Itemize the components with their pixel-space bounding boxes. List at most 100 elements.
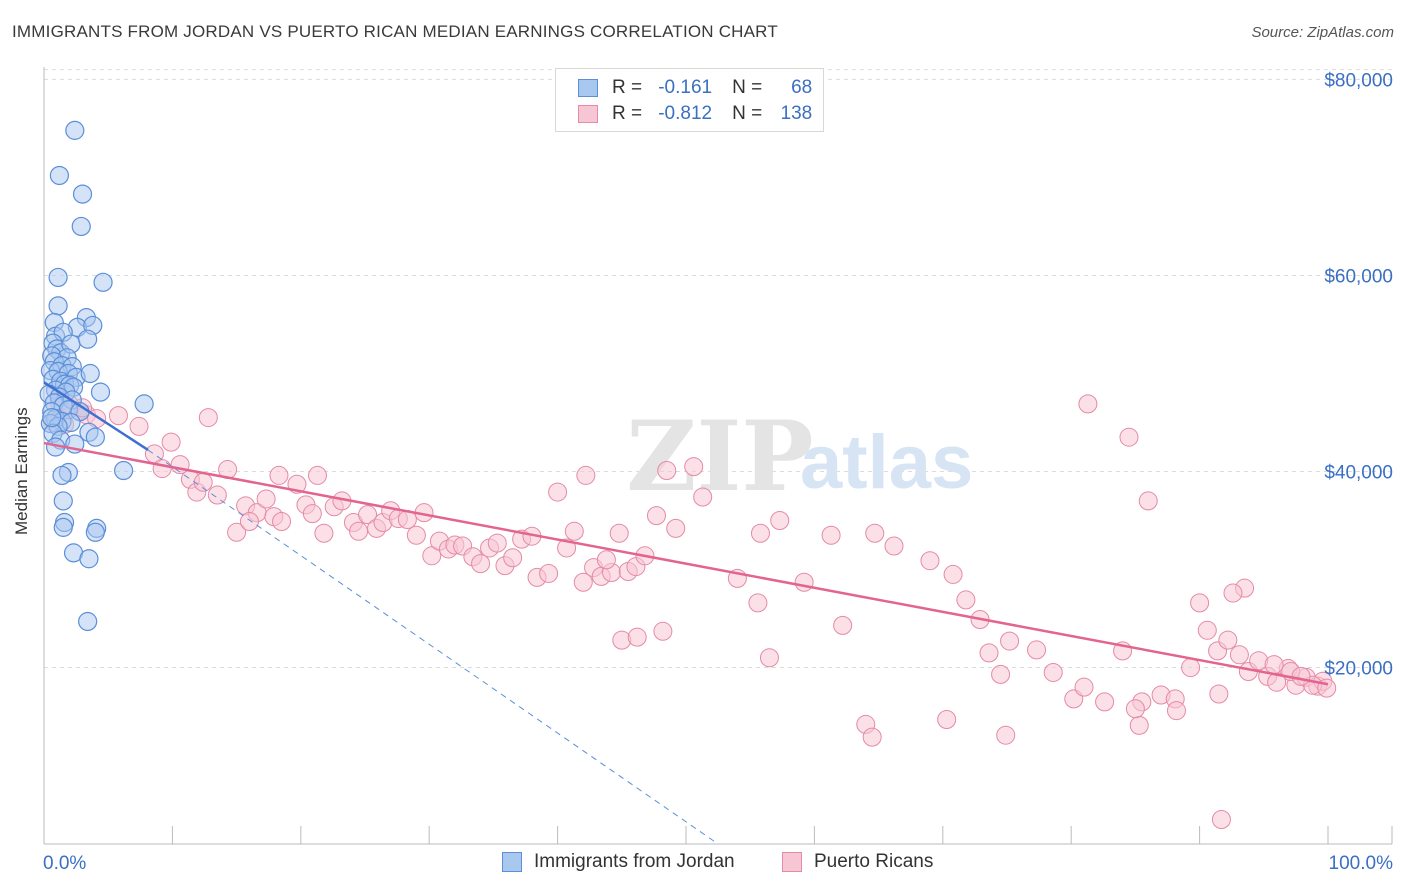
- puerto-ricans-point: [996, 725, 1016, 745]
- puerto-ricans-point: [1223, 583, 1243, 603]
- n-value-jordan: 68: [791, 77, 813, 98]
- n-label: N =: [732, 103, 763, 124]
- puerto-ricans-point: [646, 506, 666, 526]
- correlation-legend: R = -0.161 N = 68 R = -0.812 N = 138: [555, 68, 824, 132]
- puerto-ricans-point: [256, 489, 276, 509]
- jordan-point: [53, 491, 73, 511]
- puerto-ricans-point: [406, 525, 426, 545]
- puerto-ricans-trendline: [43, 441, 1329, 686]
- puerto-ricans-point: [1119, 427, 1139, 447]
- puerto-ricans-point: [862, 727, 882, 747]
- jordan-trendline-extension: [147, 449, 719, 845]
- puerto-ricans-point: [609, 523, 629, 543]
- puerto-ricans-point: [227, 522, 247, 542]
- puerto-ricans-point: [666, 518, 686, 538]
- x-tick-label-max: 100.0%: [1329, 853, 1394, 874]
- puerto-ricans-point: [269, 465, 289, 485]
- puerto-ricans-point: [1000, 631, 1020, 651]
- puerto-ricans-point: [1211, 809, 1231, 829]
- jordan-point: [85, 522, 105, 542]
- puerto-ricans-point: [1181, 658, 1201, 678]
- puerto-ricans-point: [302, 504, 322, 524]
- puerto-ricans-point: [653, 621, 673, 641]
- puerto-ricans-point: [239, 511, 259, 531]
- jordan-point: [114, 460, 134, 481]
- jordan-point: [48, 296, 68, 316]
- n-label: N =: [732, 77, 763, 98]
- puerto-ricans-point: [1264, 655, 1284, 675]
- jordan-trendline: [43, 381, 149, 451]
- series-legend: Immigrants from Jordan Puerto Ricans: [0, 851, 1406, 877]
- pink-swatch: [782, 852, 802, 872]
- puerto-ricans-point: [557, 538, 577, 558]
- puerto-ricans-point: [748, 593, 768, 613]
- axis-layer: [43, 67, 1393, 845]
- jordan-point: [78, 611, 98, 632]
- x-tick-label-min: 0.0%: [43, 853, 86, 874]
- jordan-point: [93, 272, 113, 292]
- jordan-points: [39, 120, 154, 632]
- puerto-ricans-point: [548, 482, 568, 502]
- puerto-ricans-point: [657, 461, 677, 481]
- jordan-point: [52, 465, 72, 486]
- watermark-atlas: atlas: [800, 420, 973, 505]
- series-legend-puerto-ricans[interactable]: Puerto Ricans: [782, 851, 933, 873]
- puerto-ricans-point: [1125, 699, 1145, 719]
- puerto-ricans-point: [539, 563, 559, 583]
- puerto-ricans-point: [576, 465, 596, 485]
- blue-swatch: [502, 852, 522, 872]
- source-credit: Source: ZipAtlas.com: [1251, 24, 1394, 41]
- puerto-ricans-point: [759, 648, 779, 668]
- pink-swatch: [578, 105, 598, 123]
- puerto-ricans-point: [1218, 630, 1238, 650]
- r-value-puerto-ricans: -0.812: [658, 103, 713, 124]
- puerto-ricans-point: [1074, 677, 1094, 697]
- puerto-ricans-point: [198, 408, 218, 428]
- puerto-ricans-point: [612, 630, 632, 650]
- r-label: R =: [612, 77, 643, 98]
- puerto-ricans-point: [1209, 684, 1229, 704]
- series-legend-jordan[interactable]: Immigrants from Jordan: [502, 851, 735, 873]
- puerto-ricans-point: [943, 564, 963, 584]
- tick-label-layer: $20,000 $40,000 $60,000 $80,000 0.0% 100.0%: [43, 70, 1393, 874]
- puerto-ricans-point: [833, 615, 853, 635]
- puerto-ricans-point: [1138, 491, 1158, 511]
- r-label: R =: [612, 103, 643, 124]
- puerto-ricans-point: [1095, 692, 1115, 712]
- puerto-ricans-point: [1043, 662, 1063, 682]
- puerto-ricans-point: [108, 406, 128, 426]
- puerto-ricans-point: [979, 643, 999, 663]
- jordan-point: [48, 267, 68, 288]
- puerto-ricans-point: [596, 550, 616, 570]
- puerto-ricans-point: [152, 459, 172, 479]
- puerto-ricans-point: [821, 525, 841, 545]
- puerto-ricans-point: [487, 533, 507, 553]
- legend-row-jordan: R = -0.161 N = 68: [578, 76, 812, 100]
- jordan-point: [42, 407, 62, 428]
- puerto-ricans-point: [1197, 620, 1217, 640]
- y-tick-label: $20,000: [1324, 659, 1393, 680]
- puerto-ricans-point: [627, 627, 647, 647]
- puerto-ricans-point: [471, 554, 491, 574]
- legend-row-puerto-ricans: R = -0.812 N = 138: [578, 102, 812, 126]
- jordan-point: [71, 216, 91, 237]
- y-tick-label: $60,000: [1324, 266, 1393, 287]
- puerto-ricans-point: [573, 572, 593, 592]
- puerto-ricans-point: [1190, 593, 1210, 613]
- puerto-ricans-point: [1166, 701, 1186, 721]
- puerto-ricans-point: [349, 521, 369, 541]
- puerto-ricans-point: [161, 432, 181, 452]
- series-legend-jordan-label: Immigrants from Jordan: [534, 851, 735, 872]
- puerto-ricans-point: [794, 572, 814, 592]
- puerto-ricans-point: [422, 546, 442, 566]
- puerto-ricans-point: [207, 485, 227, 505]
- series-legend-puerto-ricans-label: Puerto Ricans: [814, 851, 934, 872]
- chart-title: IMMIGRANTS FROM JORDAN VS PUERTO RICAN M…: [12, 22, 778, 41]
- puerto-ricans-point: [1229, 645, 1249, 665]
- puerto-ricans-point: [314, 523, 334, 543]
- puerto-ricans-point: [129, 416, 149, 436]
- puerto-ricans-point: [564, 521, 584, 541]
- puerto-ricans-point: [770, 511, 790, 531]
- puerto-ricans-point: [272, 511, 292, 531]
